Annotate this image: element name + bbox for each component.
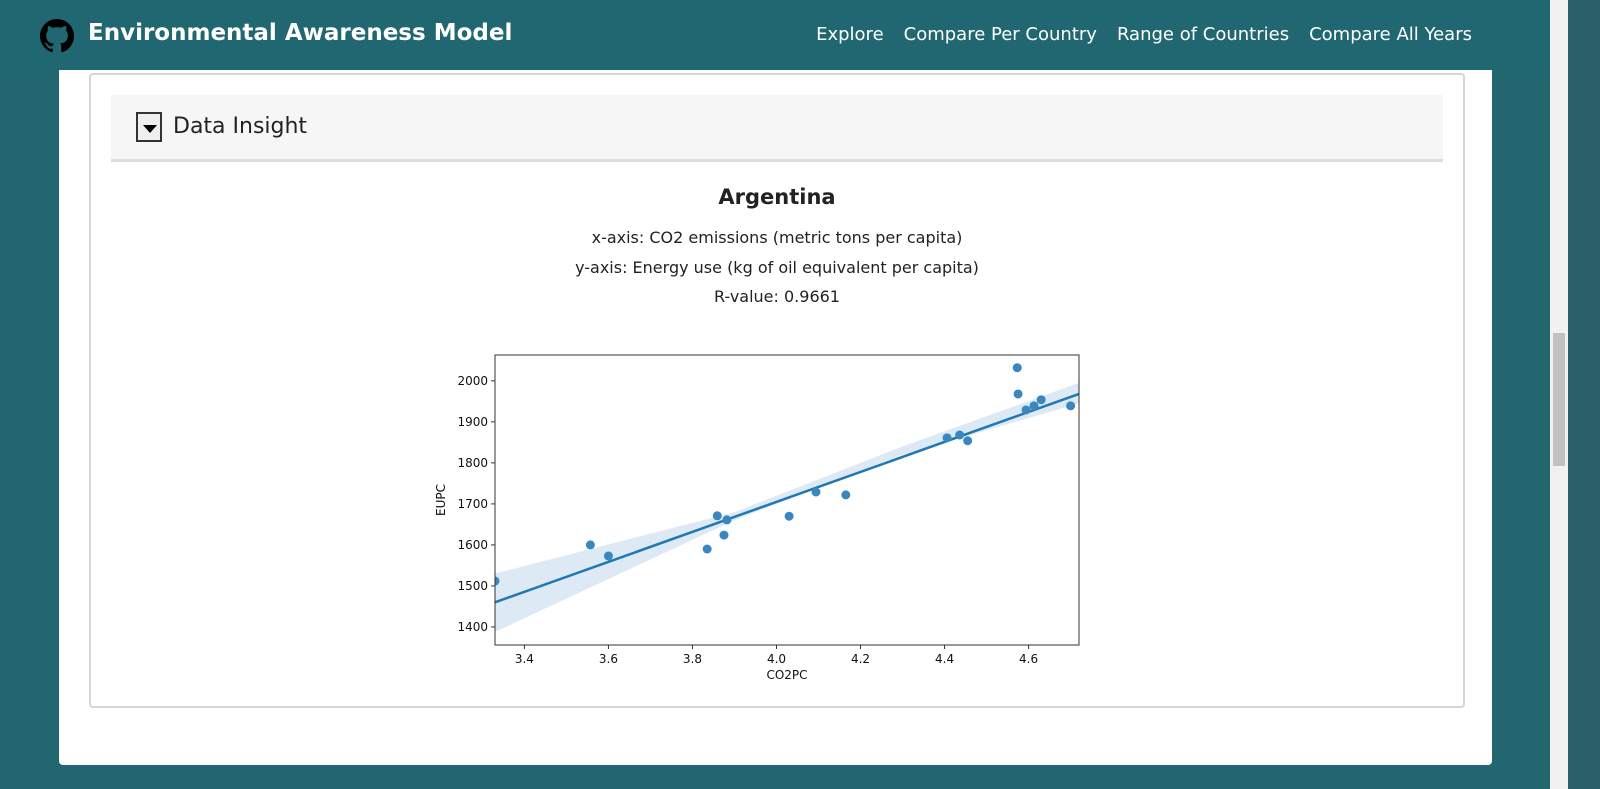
data-insight-card: Data Insight Argentina x-axis: CO2 emiss…: [89, 73, 1465, 708]
x-axis-label: CO2PC: [766, 668, 807, 682]
y-tick-label: 1400: [457, 620, 488, 634]
plot-frame: [494, 354, 1080, 646]
y-tick-label: 1700: [457, 497, 488, 511]
x-tick-label: 3.6: [599, 652, 618, 666]
y-tick-label: 1500: [457, 579, 488, 593]
x-tick-label: 4.6: [1019, 652, 1038, 666]
app-title[interactable]: Environmental Awareness Model: [88, 20, 513, 46]
data-point: [784, 511, 794, 521]
regression-line: [494, 392, 1080, 604]
data-point: [603, 551, 613, 561]
scrollbar[interactable]: [1550, 0, 1568, 789]
nav-range-of-countries[interactable]: Range of Countries: [1116, 24, 1290, 45]
y-axis-label: EUPC: [434, 484, 448, 516]
x-tick-label: 4.2: [851, 652, 870, 666]
y-tick-label: 1600: [457, 538, 488, 552]
data-point: [1036, 395, 1046, 405]
data-point: [811, 487, 821, 497]
confidence-band: [495, 382, 1079, 632]
github-icon[interactable]: [40, 19, 74, 53]
y-axis-description: y-axis: Energy use (kg of oil equivalent…: [575, 258, 979, 277]
y-tick-label: 1900: [457, 415, 488, 429]
nav-explore[interactable]: Explore: [816, 24, 884, 45]
scrollbar-thumb[interactable]: [1553, 333, 1565, 466]
data-point: [841, 490, 851, 500]
data-point: [1021, 405, 1031, 415]
caret-down-icon[interactable]: [136, 112, 162, 142]
data-point: [585, 540, 595, 550]
y-tick-label: 2000: [457, 374, 488, 388]
country-title: Argentina: [718, 185, 836, 209]
data-point: [495, 576, 500, 586]
nav-compare-per-country[interactable]: Compare Per Country: [903, 24, 1097, 45]
x-tick-label: 4.0: [767, 652, 786, 666]
data-point: [1012, 363, 1022, 373]
data-point: [955, 430, 965, 440]
right-edge: [1568, 0, 1600, 789]
data-point: [963, 436, 973, 446]
x-axis-description: x-axis: CO2 emissions (metric tons per c…: [591, 228, 963, 247]
nav-links: Explore Compare Per Country Range of Cou…: [816, 24, 1472, 45]
card-title: Data Insight: [173, 114, 308, 139]
scatter-chart: 3.4 3.6 3.8 4.0 4.2 4.4 4.6 1400 1500 1600 1700 180…: [434, 354, 1080, 682]
data-point: [942, 433, 952, 443]
nav-compare-all-years[interactable]: Compare All Years: [1309, 24, 1472, 45]
x-tick-label: 3.8: [683, 652, 702, 666]
r-value: R-value: 0.9661: [714, 287, 840, 306]
main-content: Data Insight Argentina x-axis: CO2 emiss…: [59, 70, 1492, 765]
data-point: [1013, 389, 1023, 399]
x-tick-label: 3.4: [515, 652, 534, 666]
data-point: [702, 544, 712, 554]
data-point: [722, 515, 732, 525]
data-point: [712, 511, 722, 521]
data-point: [1029, 401, 1039, 411]
data-point: [719, 530, 729, 540]
x-tick-label: 4.4: [935, 652, 954, 666]
data-point: [1066, 401, 1076, 411]
y-tick-label: 1800: [457, 456, 488, 470]
top-navbar: Environmental Awareness Model Explore Co…: [0, 0, 1550, 70]
card-header: Data Insight: [111, 95, 1443, 162]
